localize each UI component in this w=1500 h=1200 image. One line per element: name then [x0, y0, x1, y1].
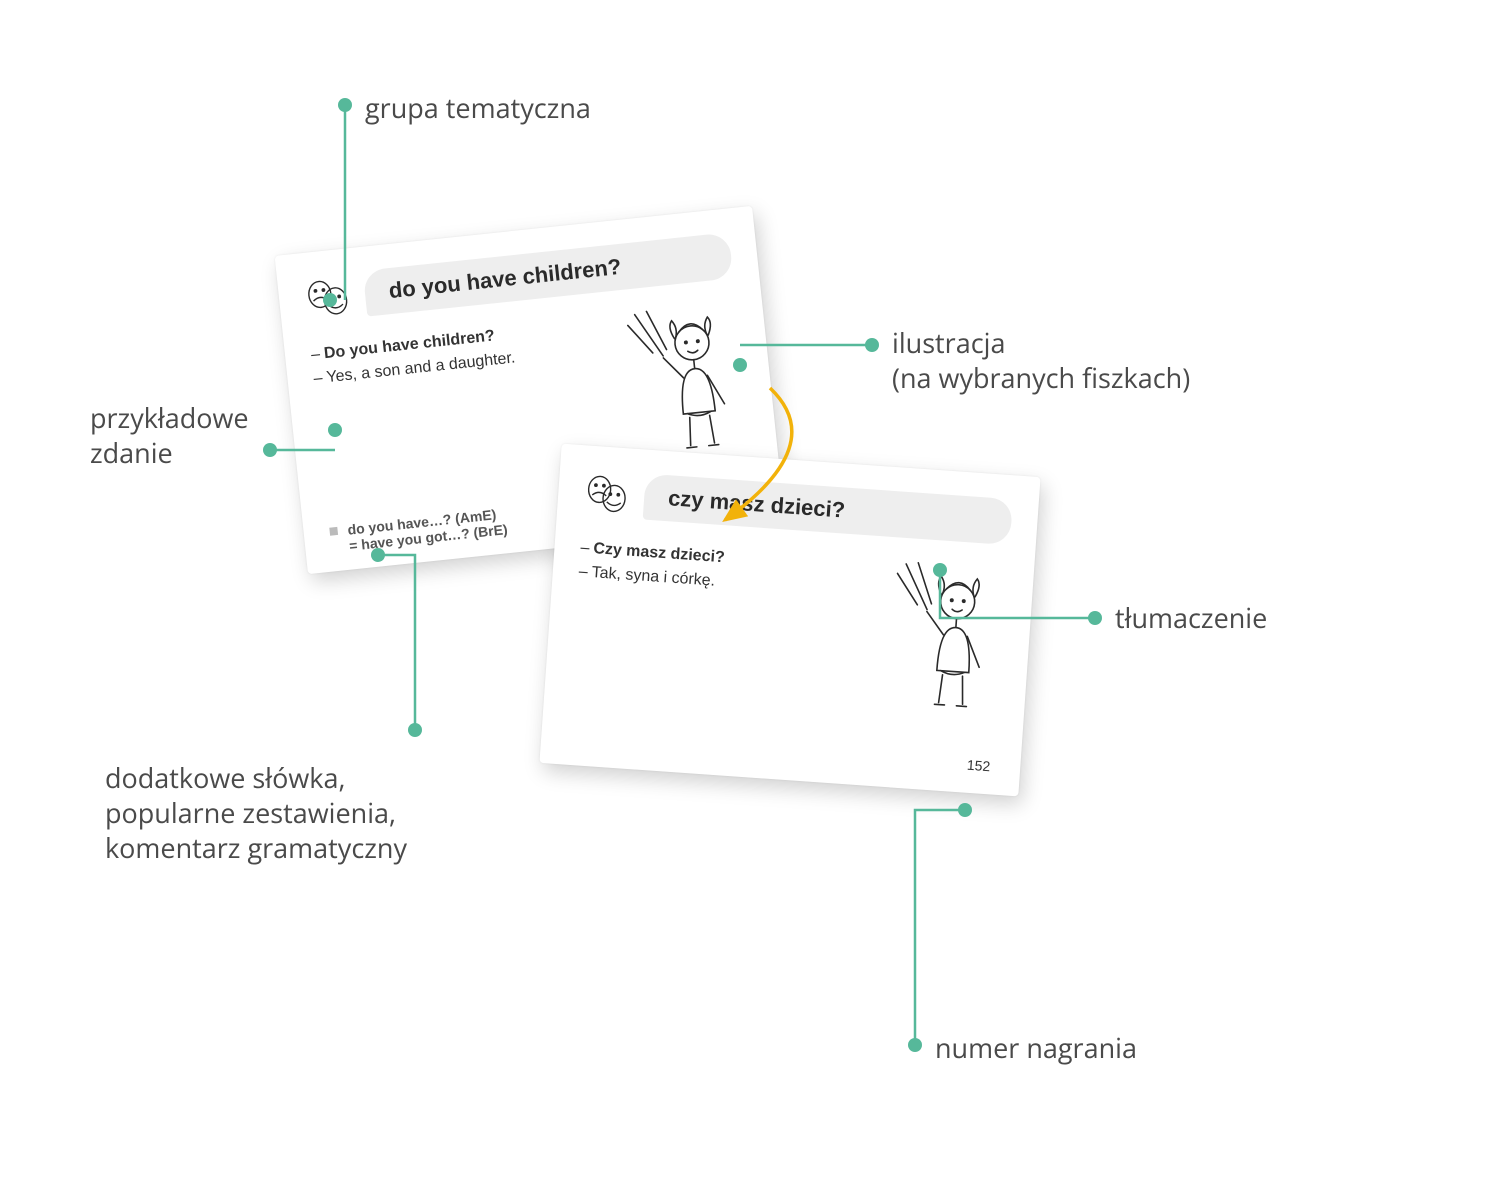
dot-theme_group-target: [323, 293, 337, 307]
illustration-girl-back: [878, 559, 1008, 717]
recording-number-value: 152: [966, 757, 990, 775]
illustration-girl-front: [616, 300, 751, 462]
dot-illustration-label: [865, 338, 879, 352]
example-a-back: Tak, syna i córkę.: [591, 564, 715, 590]
dot-recording_number-label: [908, 1038, 922, 1052]
flashcard-back: czy masz dzieci? –Czy masz dzieci? –Tak,…: [539, 444, 1040, 797]
diagram-stage: do you have children? –Do you have child…: [0, 0, 1500, 1200]
dot-illustration-target: [733, 358, 747, 372]
label-extra-words: dodatkowe słówka, popularne zestawienia,…: [105, 760, 407, 865]
label-recording-number: numer nagrania: [935, 1030, 1137, 1065]
dot-translation-label: [1088, 611, 1102, 625]
label-translation: tłumaczenie: [1115, 600, 1267, 635]
label-extra-words-l2: popularne zestawienia,: [105, 794, 396, 831]
label-example-sentence-l2: zdanie: [90, 434, 173, 471]
label-example-sentence: przykładowe zdanie: [90, 400, 249, 470]
masks-icon: [583, 472, 632, 515]
label-illustration-l1: ilustracja: [892, 324, 1005, 361]
dot-translation-target: [933, 563, 947, 577]
label-example-sentence-l1: przykładowe: [90, 399, 249, 436]
label-extra-words-l3: komentarz gramatyczny: [105, 829, 407, 866]
dot-recording_number-target: [958, 803, 972, 817]
label-theme-group: grupa tematyczna: [365, 90, 591, 125]
dot-extra_words-label: [408, 723, 422, 737]
dot-example_sentence-target: [328, 423, 342, 437]
label-illustration: ilustracja (na wybranych fiszkach): [892, 325, 1190, 395]
example-q-back: Czy masz dzieci?: [593, 540, 725, 566]
dot-example_sentence-label: [263, 443, 277, 457]
dot-theme_group-label: [338, 98, 352, 112]
card-title-front: do you have children?: [363, 232, 734, 316]
label-extra-words-l1: dodatkowe słówka,: [105, 759, 345, 796]
example-sentences-back: –Czy masz dzieci? –Tak, syna i córkę.: [571, 537, 873, 707]
label-illustration-l2: (na wybranych fiszkach): [892, 359, 1190, 396]
connector-recording_number: [915, 810, 965, 1045]
connector-extra_words: [378, 555, 415, 730]
card-title-back: czy masz dzieci?: [643, 474, 1013, 546]
dot-extra_words-target: [371, 548, 385, 562]
